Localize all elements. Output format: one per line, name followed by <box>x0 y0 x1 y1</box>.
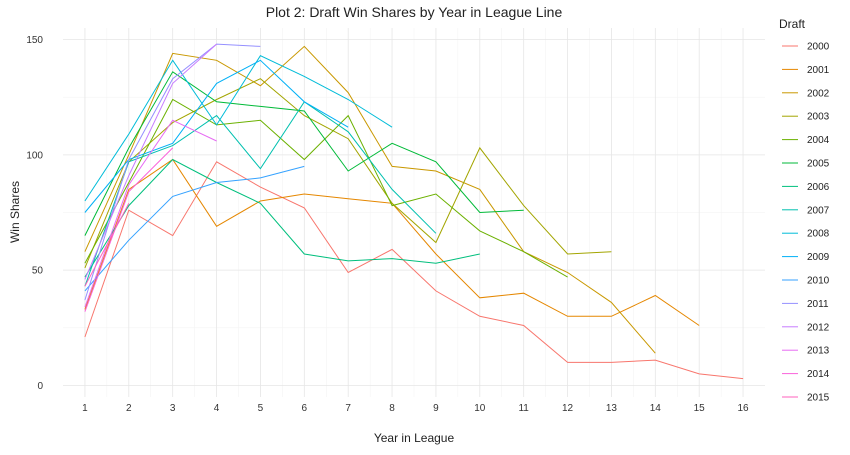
x-tick-label: 15 <box>694 403 706 414</box>
legend-item-2004: 2004 <box>782 135 830 146</box>
legend-item-2001: 2001 <box>782 65 830 76</box>
legend-item-2007: 2007 <box>782 205 830 216</box>
legend-label-2002: 2002 <box>807 88 830 99</box>
y-tick-label: 150 <box>26 35 43 46</box>
legend-label-2006: 2006 <box>807 182 830 193</box>
legend: Draft 2000200120022003200420052006200720… <box>779 17 830 404</box>
legend-label-2011: 2011 <box>807 299 829 310</box>
x-tick-label: 12 <box>562 403 574 414</box>
x-tick-label: 9 <box>433 403 439 414</box>
x-axis-title: Year in League <box>374 431 455 445</box>
series-line-2013 <box>84 119 217 308</box>
legend-item-2009: 2009 <box>782 252 830 263</box>
legend-label-2001: 2001 <box>807 65 830 76</box>
legend-item-2015: 2015 <box>782 393 830 404</box>
x-tick-label: 8 <box>389 403 395 414</box>
legend-item-2002: 2002 <box>782 88 830 99</box>
y-axis-title: Win Shares <box>8 181 22 243</box>
legend-item-2000: 2000 <box>782 42 830 53</box>
x-tick-label: 14 <box>650 403 662 414</box>
legend-item-2010: 2010 <box>782 276 830 287</box>
y-tick-label: 100 <box>26 150 43 161</box>
series-line-2010 <box>84 165 305 292</box>
legend-label-2005: 2005 <box>807 159 830 170</box>
x-tick-label: 1 <box>82 403 88 414</box>
x-tick-label: 4 <box>214 403 220 414</box>
legend-item-2011: 2011 <box>782 299 829 310</box>
legend-label-2015: 2015 <box>807 393 830 404</box>
x-tick-label: 10 <box>474 403 486 414</box>
legend-label-2003: 2003 <box>807 112 830 123</box>
legend-label-2009: 2009 <box>807 252 830 263</box>
y-tick-label: 0 <box>37 381 43 392</box>
legend-item-2005: 2005 <box>782 159 830 170</box>
series-line-2012 <box>84 43 217 280</box>
x-tick-label: 7 <box>345 403 351 414</box>
series-line-2006 <box>84 158 480 278</box>
legend-label-2008: 2008 <box>807 229 830 240</box>
legend-label-2004: 2004 <box>807 135 830 146</box>
legend-items: 2000 2001 2002 2003 2004 2005 2006 2007 2008 2009… <box>782 42 830 404</box>
series-line-2011 <box>84 43 261 301</box>
chart-title: Plot 2: Draft Win Shares by Year in Leag… <box>266 4 563 20</box>
series-line-2008 <box>84 55 393 202</box>
x-tick-label: 16 <box>738 403 750 414</box>
legend-item-2013: 2013 <box>782 346 830 357</box>
grid <box>63 28 765 397</box>
legend-item-2008: 2008 <box>782 229 830 240</box>
series-line-2005 <box>84 71 524 236</box>
x-tick-label: 13 <box>606 403 618 414</box>
legend-label-2000: 2000 <box>807 42 830 53</box>
legend-item-2003: 2003 <box>782 112 830 123</box>
legend-label-2007: 2007 <box>807 205 830 216</box>
legend-label-2013: 2013 <box>807 346 830 357</box>
y-tick-label: 50 <box>32 266 44 277</box>
x-tick-label: 2 <box>126 403 132 414</box>
legend-item-2012: 2012 <box>782 322 830 333</box>
x-tick-label: 11 <box>518 403 529 414</box>
x-tick-label: 6 <box>302 403 308 414</box>
legend-item-2014: 2014 <box>782 369 830 380</box>
x-tick-label: 5 <box>258 403 264 414</box>
x-tick-label: 3 <box>170 403 176 414</box>
series-line-2015 <box>84 203 130 287</box>
series-line-2014 <box>84 147 174 312</box>
legend-item-2006: 2006 <box>782 182 830 193</box>
legend-label-2012: 2012 <box>807 322 830 333</box>
legend-title: Draft <box>779 17 806 31</box>
series-line-2000 <box>84 161 744 380</box>
legend-label-2010: 2010 <box>807 276 830 287</box>
series-line-2003 <box>84 78 612 269</box>
series-line-2004 <box>84 98 568 278</box>
series-line-2007 <box>84 101 437 287</box>
legend-label-2014: 2014 <box>807 369 830 380</box>
series-lines <box>84 43 744 380</box>
series-line-2002 <box>84 45 656 354</box>
